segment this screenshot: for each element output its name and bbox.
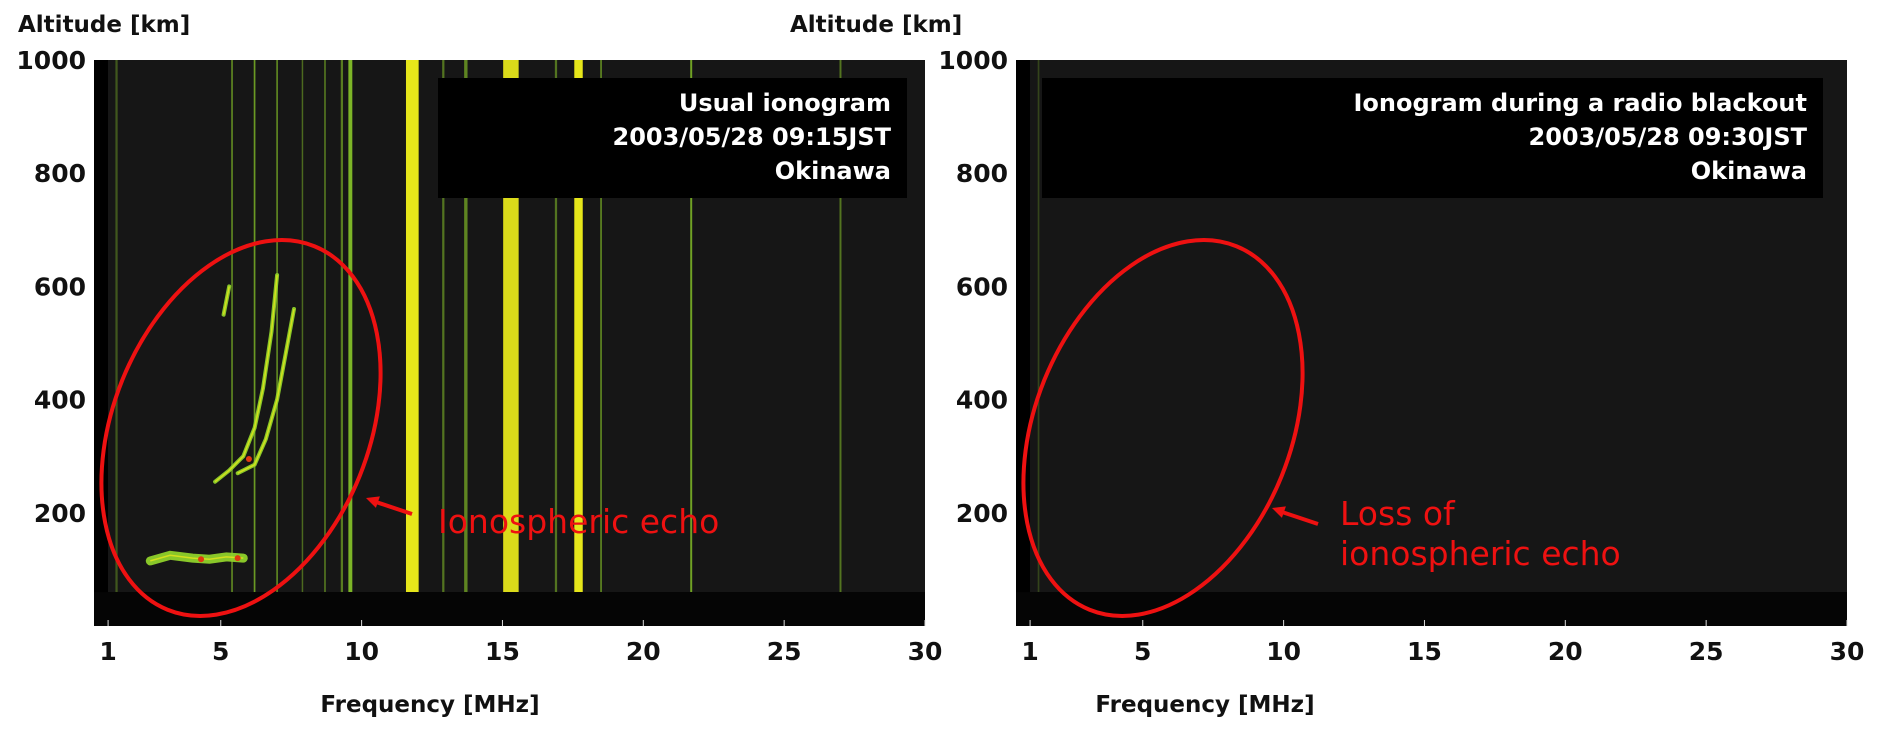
y-tick-label: 800 (956, 159, 1008, 188)
x-tick-label: 20 (626, 637, 661, 666)
interference-line (442, 60, 445, 593)
x-axis-title: Frequency [MHz] (1095, 692, 1314, 718)
x-tick-label: 10 (344, 637, 379, 666)
y-tick-label: 1000 (16, 46, 86, 75)
interference-line (324, 60, 326, 593)
title-line: Usual ionogram (679, 89, 891, 117)
interference-line (253, 60, 256, 593)
x-tick-label: 5 (1134, 637, 1151, 666)
y-tick-label: 600 (956, 272, 1008, 301)
echo-peak-dot (234, 555, 241, 562)
y-axis-title: Altitude [km] (790, 12, 962, 38)
highlight-ellipse (99, 238, 383, 618)
title-line: Ionogram during a radio blackout (1353, 89, 1807, 117)
interference-line (464, 60, 468, 593)
x-tick-label: 1 (99, 637, 116, 666)
annotation-label: ionospheric echo (1340, 534, 1621, 573)
y-tick-label: 200 (956, 499, 1008, 528)
x-tick-label: 25 (1689, 637, 1724, 666)
x-tick-label: 30 (908, 637, 943, 666)
x-tick-label: 15 (485, 637, 520, 666)
annotation-label: Loss of (1340, 494, 1456, 533)
interference-line (231, 60, 233, 593)
interference-line (1037, 60, 1040, 593)
interference-line (276, 60, 278, 593)
x-tick-label: 1 (1021, 637, 1038, 666)
echo-trace-core (214, 275, 278, 483)
x-tick-label: 30 (1830, 637, 1865, 666)
annotation-arrow-head (366, 496, 380, 508)
interference-line (600, 60, 602, 593)
x-axis-title: Frequency [MHz] (320, 692, 539, 718)
x-tick-label: 5 (212, 637, 229, 666)
interference-line (554, 60, 558, 593)
title-line: 2003/05/28 09:30JST (1529, 123, 1808, 151)
annotation-label: Ionospheric echo (438, 502, 719, 541)
x-tick-label: 25 (767, 637, 802, 666)
highlight-ellipse (1021, 238, 1305, 618)
title-box (1042, 78, 1823, 198)
echo-trace-core (222, 286, 230, 315)
interference-line (405, 60, 419, 593)
left-edge-band (94, 60, 108, 626)
title-line: 2003/05/28 09:15JST (613, 123, 892, 151)
annotation-arrow-shaft (375, 500, 413, 516)
y-tick-label: 400 (956, 386, 1008, 415)
panel-blackout-ionogram: Altitude [km] Frequency [MHz] 1 5 10 15 20 25… (790, 12, 1864, 718)
x-tick-label: 15 (1407, 637, 1442, 666)
y-axis-title: Altitude [km] (18, 12, 190, 38)
annotation-arrow-shaft (1281, 510, 1319, 526)
low-altitude-band (1016, 592, 1847, 626)
title-line: Okinawa (775, 157, 891, 185)
interference-line (340, 60, 344, 593)
annotation-arrow-head (1272, 506, 1286, 518)
interference-line (574, 60, 583, 593)
echo-peak-dot (245, 456, 252, 463)
title-line: Okinawa (1691, 157, 1807, 185)
y-tick-label: 800 (34, 159, 86, 188)
y-tick-label: 400 (34, 386, 86, 415)
interference-line (690, 60, 693, 593)
echo-trace-core (237, 308, 295, 474)
y-tick-label: 200 (34, 499, 86, 528)
low-altitude-band (94, 592, 925, 626)
title-box (438, 78, 907, 198)
panel-usual-ionogram: Altitude [km] Frequency [MHz] 1 5 10 15 20 25… (16, 12, 942, 718)
interference-line (348, 60, 353, 593)
left-edge-band (1016, 60, 1030, 626)
x-tick-label: 10 (1266, 637, 1301, 666)
y-tick-label: 600 (34, 272, 86, 301)
y-tick-label: 1000 (938, 46, 1008, 75)
interference-line (839, 60, 842, 593)
interference-line (301, 60, 304, 593)
interference-line (115, 60, 118, 593)
echo-peak-dot (198, 556, 205, 563)
x-tick-label: 20 (1548, 637, 1583, 666)
